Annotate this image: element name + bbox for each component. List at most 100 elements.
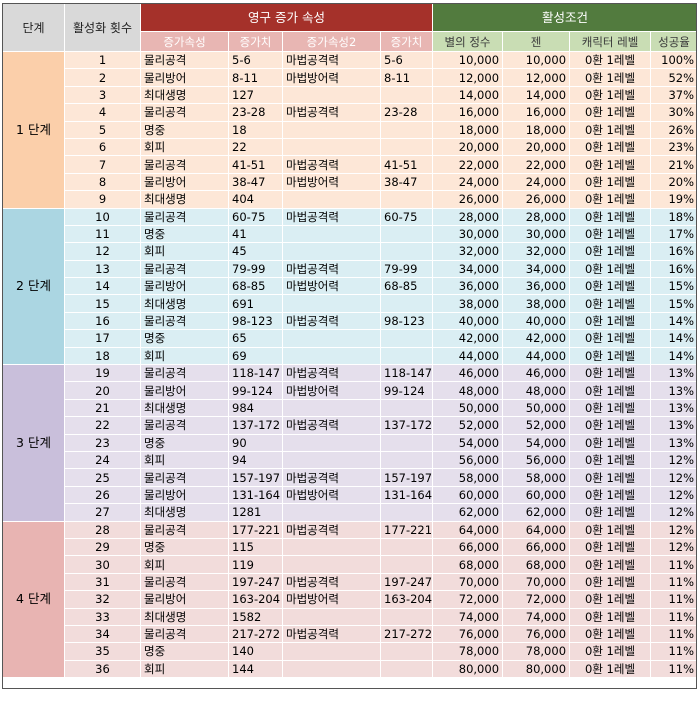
- zen-cell: 46,000: [502, 364, 571, 383]
- rate-cell: 15%: [650, 277, 699, 296]
- zen-cell: 36,000: [502, 277, 571, 296]
- val2-cell: [379, 555, 434, 574]
- count-cell: 18: [64, 346, 141, 366]
- rate-cell: 12%: [650, 485, 699, 505]
- attr2-cell: 마법공격력: [282, 103, 381, 122]
- val2-cell: [379, 607, 434, 626]
- table-body: 1 단계 1 물리공격 5-6 마법공격력 5-6 10,000 10,000 0환 1레벨 10…: [2, 50, 699, 679]
- stars-cell: 42,000: [432, 329, 504, 348]
- val1-cell: 1281: [228, 503, 283, 522]
- level-cell: 0환 1레벨: [569, 520, 652, 539]
- attr1-cell: 물리공격: [140, 207, 229, 226]
- count-cell: 31: [64, 572, 141, 592]
- zen-cell: 48,000: [502, 381, 571, 400]
- attr1-cell: 물리방어: [140, 381, 229, 400]
- val1-cell: 68-85: [228, 277, 283, 296]
- zen-cell: 10,000: [502, 50, 571, 70]
- attr2-cell: [282, 346, 381, 366]
- zen-cell: 50,000: [502, 398, 571, 418]
- zen-cell: 78,000: [502, 642, 571, 661]
- level-cell: 0환 1레벨: [569, 398, 652, 418]
- stars-cell: 12,000: [432, 68, 504, 87]
- attr2-cell: 마법방어력: [282, 172, 381, 192]
- attr1-cell: 물리공격: [140, 364, 229, 383]
- table-row: 3 최대생명 127 14,000 14,000 0환 1레벨 37%: [3, 85, 699, 105]
- level-cell: 0환 1레벨: [569, 346, 652, 366]
- val2-cell: 163-204: [379, 590, 434, 609]
- zen-cell: 28,000: [502, 207, 571, 226]
- table-row: 18 회피 69 44,000 44,000 0환 1레벨 14%: [3, 346, 699, 366]
- activation-condition-header: 활성조건: [432, 3, 699, 32]
- val2-cell: [379, 329, 434, 348]
- activation-table: 단계 활성화 횟수 영구 증가 속성 활성조건 증가속성 증가치 증가속성2 증…: [2, 3, 699, 679]
- val1-header: 증가치: [228, 31, 283, 52]
- val2-cell: 98-123: [379, 311, 434, 331]
- zen-cell: 52,000: [502, 416, 571, 435]
- rate-cell: 11%: [650, 590, 699, 609]
- attr1-cell: 회피: [140, 346, 229, 366]
- stars-cell: 14,000: [432, 85, 504, 105]
- val1-cell: 5-6: [228, 50, 283, 70]
- stars-cell: 64,000: [432, 520, 504, 539]
- level-header: 캐릭터 레벨: [569, 31, 652, 52]
- attr2-cell: 마법공격력: [282, 520, 381, 539]
- val1-cell: 22: [228, 137, 283, 157]
- rate-cell: 11%: [650, 607, 699, 626]
- permanent-attr-header: 영구 증가 속성: [139, 3, 434, 32]
- rate-cell: 11%: [650, 555, 699, 574]
- count-cell: 11: [64, 224, 141, 244]
- attr1-cell: 회피: [140, 659, 229, 679]
- val1-cell: 157-197: [228, 468, 283, 487]
- stage-label: 3 단계: [2, 364, 65, 522]
- val1-cell: 163-204: [228, 590, 283, 609]
- rate-cell: 23%: [650, 137, 699, 157]
- attr2-cell: 마법공격력: [282, 50, 381, 70]
- rate-cell: 14%: [650, 311, 699, 331]
- val1-cell: 18: [228, 120, 283, 139]
- attr1-cell: 최대생명: [140, 503, 229, 522]
- level-cell: 0환 1레벨: [569, 50, 652, 70]
- table-row: 23 명중 90 54,000 54,000 0환 1레벨 13%: [3, 433, 699, 452]
- stage-header: 단계: [2, 3, 65, 52]
- val1-cell: 38-47: [228, 172, 283, 192]
- stars-cell: 10,000: [432, 50, 504, 70]
- val1-cell: 99-124: [228, 381, 283, 400]
- table-row: 15 최대생명 691 38,000 38,000 0환 1레벨 15%: [3, 294, 699, 313]
- rate-cell: 100%: [650, 50, 699, 70]
- val2-cell: [379, 346, 434, 366]
- rate-cell: 18%: [650, 207, 699, 226]
- val1-cell: 119: [228, 555, 283, 574]
- attr1-cell: 명중: [140, 537, 229, 557]
- rate-cell: 14%: [650, 346, 699, 366]
- attr2-cell: 마법공격력: [282, 416, 381, 435]
- level-cell: 0환 1레벨: [569, 450, 652, 470]
- count-cell: 12: [64, 242, 141, 261]
- stars-cell: 44,000: [432, 346, 504, 366]
- rate-cell: 17%: [650, 224, 699, 244]
- val2-cell: 41-51: [379, 155, 434, 174]
- table-row: 5 명중 18 18,000 18,000 0환 1레벨 26%: [3, 120, 699, 139]
- rate-cell: 12%: [650, 520, 699, 539]
- rate-cell: 12%: [650, 468, 699, 487]
- zen-cell: 80,000: [502, 659, 571, 679]
- stars-cell: 78,000: [432, 642, 504, 661]
- attr1-cell: 최대생명: [140, 398, 229, 418]
- attr2-cell: [282, 659, 381, 679]
- level-cell: 0환 1레벨: [569, 103, 652, 122]
- level-cell: 0환 1레벨: [569, 172, 652, 192]
- attr1-header: 증가속성: [140, 31, 229, 52]
- table-row: 30 회피 119 68,000 68,000 0환 1레벨 11%: [3, 555, 699, 574]
- rate-cell: 11%: [650, 572, 699, 592]
- count-cell: 30: [64, 555, 141, 574]
- val2-cell: [379, 398, 434, 418]
- attr2-cell: [282, 329, 381, 348]
- level-cell: 0환 1레벨: [569, 137, 652, 157]
- count-cell: 9: [64, 190, 141, 209]
- count-cell: 24: [64, 450, 141, 470]
- table-row: 14 물리방어 68-85 마법방어력 68-85 36,000 36,000 0환 1레벨 1…: [3, 277, 699, 296]
- table-row: 22 물리공격 137-172 마법공격력 137-172 52,000 52,000 0환 …: [3, 416, 699, 435]
- level-cell: 0환 1레벨: [569, 590, 652, 609]
- rate-cell: 13%: [650, 433, 699, 452]
- val2-cell: 197-247: [379, 572, 434, 592]
- stage-label: 1 단계: [2, 51, 65, 209]
